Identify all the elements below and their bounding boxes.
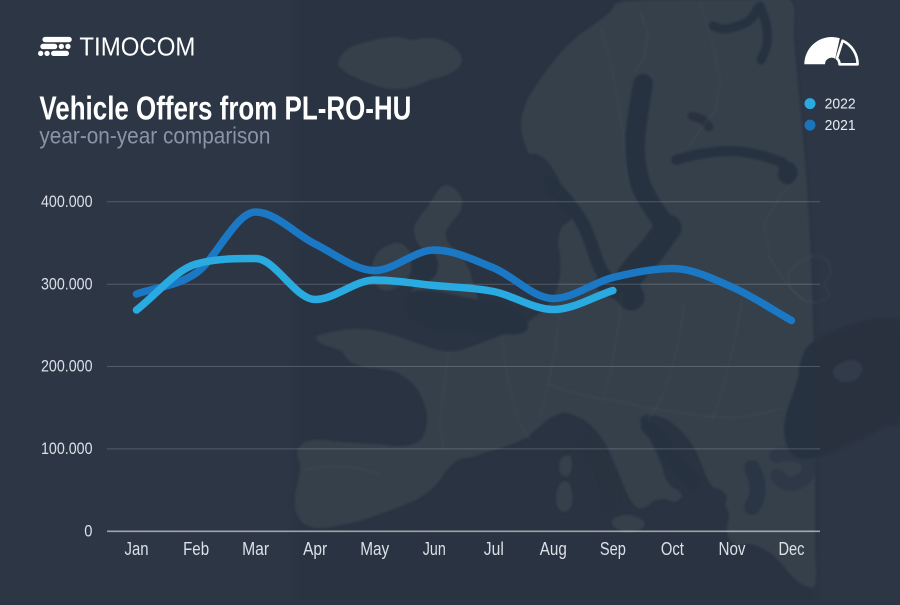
- svg-text:Nov: Nov: [719, 539, 746, 559]
- svg-text:Mar: Mar: [242, 539, 269, 559]
- svg-text:Sep: Sep: [600, 539, 626, 559]
- svg-text:Aug: Aug: [540, 539, 567, 559]
- svg-text:Feb: Feb: [183, 539, 209, 559]
- svg-text:0: 0: [84, 521, 92, 540]
- svg-text:year-on-year comparison: year-on-year comparison: [39, 123, 270, 149]
- svg-text:Apr: Apr: [303, 539, 327, 559]
- svg-text:Jul: Jul: [484, 539, 504, 559]
- svg-text:200.000: 200.000: [41, 357, 93, 376]
- svg-text:100.000: 100.000: [41, 439, 93, 458]
- svg-text:TIMOCOM: TIMOCOM: [79, 32, 195, 62]
- svg-text:2021: 2021: [825, 117, 856, 134]
- svg-text:Oct: Oct: [661, 539, 684, 559]
- svg-text:Jan: Jan: [125, 539, 149, 559]
- svg-text:Jun: Jun: [423, 539, 446, 559]
- svg-text:Dec: Dec: [779, 539, 805, 559]
- svg-text:2022: 2022: [825, 95, 856, 112]
- svg-text:May: May: [360, 539, 389, 559]
- svg-text:300.000: 300.000: [41, 274, 93, 293]
- svg-text:Vehicle Offers from PL-RO-HU: Vehicle Offers from PL-RO-HU: [39, 90, 411, 127]
- svg-text:400.000: 400.000: [41, 192, 93, 211]
